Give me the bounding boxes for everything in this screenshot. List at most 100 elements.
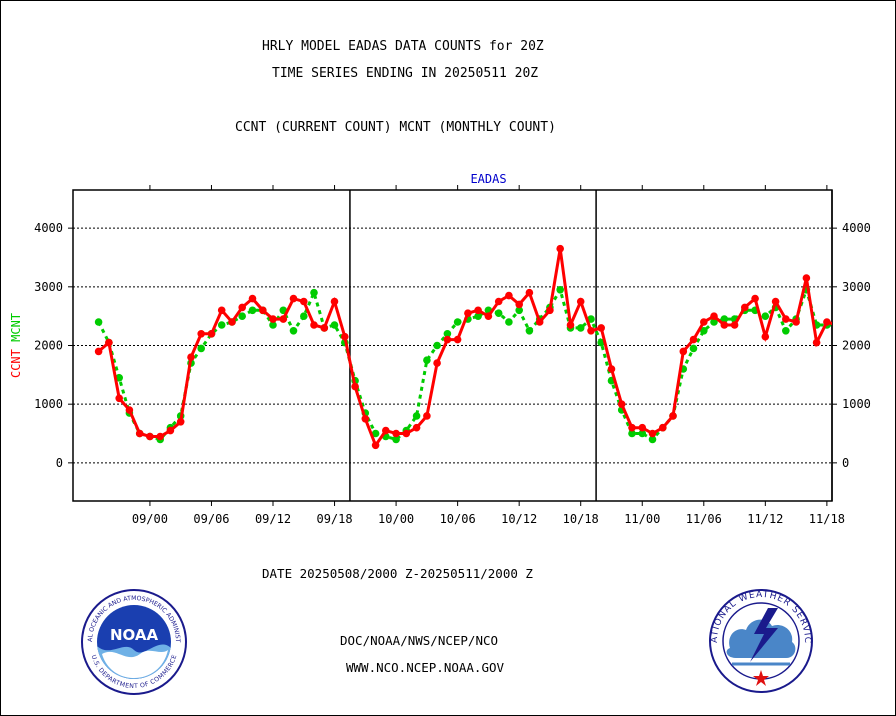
data-point-ccnt [351,382,359,391]
data-point-ccnt [392,429,400,438]
data-point-ccnt [628,423,636,432]
x-tick-label: 09/00 [132,512,168,526]
data-point-ccnt [710,312,718,321]
data-point-mcnt [700,327,708,335]
data-point-mcnt [833,321,841,329]
data-point-mcnt [269,321,277,329]
data-point-ccnt [135,429,144,438]
data-point-ccnt [741,303,749,312]
data-point-ccnt [576,297,585,306]
x-tick-label: 09/12 [255,512,291,526]
data-point-ccnt [525,288,534,297]
y-tick-label-right: 2000 [842,339,871,353]
x-tick-label: 11/00 [624,512,660,526]
data-point-mcnt [310,288,318,297]
data-point-ccnt [330,297,339,306]
data-point-ccnt [730,321,739,329]
data-point-mcnt [689,344,698,353]
data-point-mcnt [412,412,421,420]
data-point-mcnt [505,318,513,326]
data-point-ccnt [279,315,288,323]
y-axis-label-ccnt: CCNT [9,349,23,378]
nws-logo-icon: NATIONAL WEATHER SERVICE [708,588,813,693]
data-point-ccnt [505,291,513,300]
data-point-ccnt [761,332,770,341]
data-point-ccnt [443,335,452,344]
data-point-ccnt [115,394,123,403]
y-tick-label-right: 0 [842,456,849,470]
data-point-ccnt [402,429,411,438]
x-tick-label: 10/06 [440,512,476,526]
x-tick-label: 09/18 [316,512,352,526]
y-axis-label-mcnt: MCNT [9,313,23,349]
data-point-ccnt [556,244,564,253]
y-tick-label-right: 1000 [842,397,871,411]
data-point-ccnt [361,415,370,423]
data-point-mcnt [576,324,585,332]
data-point-ccnt [259,306,267,315]
data-point-ccnt [659,423,667,432]
data-point-ccnt [535,318,544,326]
y-tick-label-left: 0 [56,456,63,470]
data-point-mcnt [782,327,790,335]
y-tick-label-left: 3000 [34,280,63,294]
data-point-ccnt [720,321,729,329]
data-point-mcnt [423,356,431,365]
data-point-ccnt [546,306,554,315]
data-point-ccnt [94,347,103,356]
data-point-ccnt [248,294,257,303]
data-point-mcnt [217,321,226,329]
data-point-ccnt [566,321,575,329]
org-path-label: DOC/NOAA/NWS/NCEP/NCO [340,633,499,648]
y-axis-label: CCNT MCNT [9,313,23,378]
data-point-ccnt [412,423,421,432]
data-point-ccnt [300,297,308,306]
data-point-ccnt [700,318,708,326]
data-point-ccnt [453,335,462,344]
data-point-ccnt [648,429,657,438]
data-point-ccnt [125,406,134,414]
data-point-mcnt [761,312,770,321]
data-point-ccnt [207,330,216,338]
data-point-ccnt [238,303,246,312]
chart-title-line2: TIME SERIES ENDING IN 20250511 20Z [272,66,539,81]
data-point-ccnt [310,321,318,329]
data-point-ccnt [782,315,790,323]
data-point-ccnt [689,335,698,344]
data-point-mcnt [330,321,339,329]
data-point-ccnt [228,318,236,326]
data-point-ccnt [484,312,493,321]
data-point-mcnt [720,315,729,323]
date-range-label: DATE 20250508/2000 Z-20250511/2000 Z [262,566,533,581]
data-point-ccnt [341,332,349,341]
data-point-ccnt [423,412,431,420]
data-point-ccnt [371,441,380,450]
data-point-ccnt [771,297,780,306]
data-point-ccnt [289,294,298,303]
y-tick-label-left: 2000 [34,339,63,353]
data-point-ccnt [433,359,441,367]
data-point-ccnt [320,324,329,332]
data-point-ccnt [679,347,688,356]
data-point-mcnt [453,318,462,326]
y-tick-label-left: 4000 [34,221,63,235]
data-point-ccnt [617,400,626,409]
data-point-ccnt [187,353,195,362]
data-point-ccnt [156,432,164,441]
data-point-ccnt [474,306,482,315]
data-point-ccnt [515,300,523,309]
data-point-ccnt [269,315,277,323]
series-line-ccnt [97,248,832,449]
data-point-ccnt [494,297,503,306]
chart-title-line1: HRLY MODEL EADAS DATA COUNTS for 20Z [262,39,544,54]
chart-title-line3: CCNT (CURRENT COUNT) MCNT (MONTHLY COUNT… [235,120,556,135]
noaa-logo-text: NOAA [110,626,159,644]
data-point-ccnt [792,318,800,326]
data-point-mcnt [94,318,103,326]
data-point-ccnt [166,426,175,435]
y-tick-label-left: 1000 [34,397,63,411]
data-point-ccnt [464,309,472,318]
x-tick-label: 11/06 [686,512,722,526]
data-point-ccnt [638,423,647,432]
